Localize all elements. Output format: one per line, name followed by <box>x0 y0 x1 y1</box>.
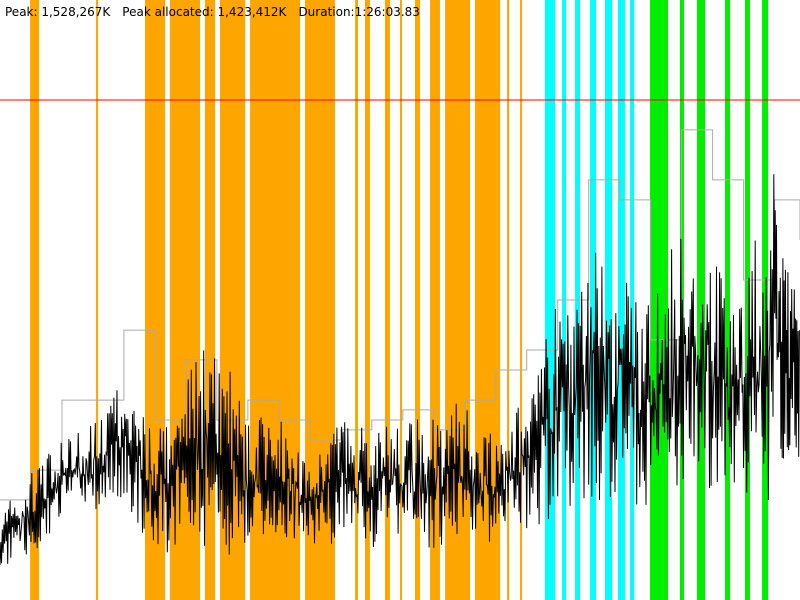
event-band <box>545 0 556 600</box>
event-band <box>520 0 523 600</box>
event-band <box>364 0 370 600</box>
used-series-line <box>0 174 800 566</box>
chart-header: Peak: 1,528,267K Peak allocated: 1,423,41… <box>5 5 432 19</box>
peak-allocated-label: Peak allocated: 1,423,412K <box>122 5 287 19</box>
event-band <box>430 0 440 600</box>
event-band <box>650 0 669 600</box>
event-band <box>604 0 613 600</box>
event-band <box>696 0 706 600</box>
event-band <box>204 0 216 600</box>
peak-label: Peak: 1,528,267K <box>5 5 111 19</box>
event-band <box>725 0 730 600</box>
event-band <box>96 0 99 600</box>
allocated-series-line <box>0 129 800 501</box>
event-band <box>30 0 40 600</box>
event-band <box>589 0 596 600</box>
event-band <box>415 0 420 600</box>
event-band <box>630 0 635 600</box>
event-band <box>762 0 769 600</box>
event-band <box>400 0 403 600</box>
event-band <box>355 0 359 600</box>
duration-label: Duration:1:26:03.83 <box>298 5 420 19</box>
event-band <box>250 0 301 600</box>
event-band <box>745 0 750 600</box>
event-band <box>507 0 510 600</box>
event-band <box>617 0 625 600</box>
event-band <box>384 0 390 600</box>
